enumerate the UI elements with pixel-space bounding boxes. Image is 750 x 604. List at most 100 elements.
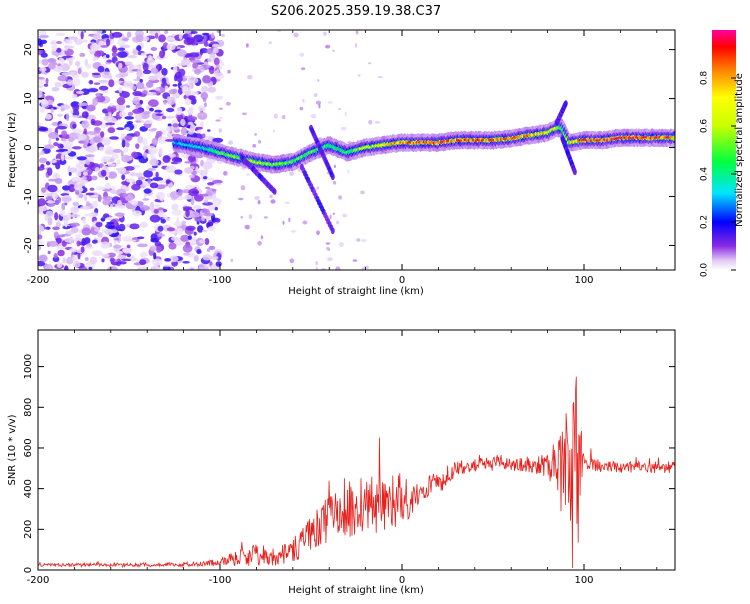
spectrogram-noise-blob xyxy=(200,91,209,100)
spectrogram-noise-blob xyxy=(197,225,204,233)
spectrogram-noise-blob xyxy=(84,257,89,261)
spectrogram-noise-blob xyxy=(189,165,195,170)
spectrogram-noise-blob xyxy=(76,90,85,95)
spectrogram-noise-blob xyxy=(180,118,186,127)
spectrogram-noise-blob xyxy=(240,185,246,191)
spectrogram-noise-blob xyxy=(157,225,164,232)
spectrogram-noise-blob xyxy=(190,211,200,219)
spectrogram-noise-blob xyxy=(125,142,130,148)
spectrogram-noise-blob xyxy=(78,140,85,144)
spectrogram-noise-blob xyxy=(240,216,244,219)
spectrogram-noise-blob xyxy=(67,212,72,221)
spectrogram-noise-blob xyxy=(137,236,145,240)
spectrogram-noise-blob xyxy=(114,237,120,241)
spectrogram-noise-blob xyxy=(89,256,98,265)
spectrogram-noise-blob xyxy=(218,128,222,133)
spectrogram-noise-blob xyxy=(188,95,196,100)
y-tick-label: 400 xyxy=(23,479,34,498)
spectrogram-noise-blob xyxy=(76,156,87,161)
spectrogram-noise-blob xyxy=(352,259,358,262)
spectrogram-noise-blob xyxy=(338,195,342,200)
spectrogram-noise-blob xyxy=(299,52,305,57)
spectrogram-noise-blob xyxy=(89,187,95,191)
spectrogram-noise-blob xyxy=(96,50,105,56)
spectrogram-noise-blob xyxy=(113,244,122,249)
y-tick-label: 200 xyxy=(23,520,34,539)
spectrogram-noise-blob xyxy=(214,221,218,225)
spectrogram-noise-blob xyxy=(97,232,103,238)
spectrogram-noise-blob xyxy=(38,84,44,89)
spectrogram-noise-blob xyxy=(143,170,154,178)
spectrogram-noise-blob xyxy=(41,58,49,66)
spectrogram-noise-blob xyxy=(166,43,176,51)
spectrogram-noise-blob xyxy=(142,69,152,75)
spectrogram-noise-blob xyxy=(38,34,49,39)
spectrogram-noise-blob xyxy=(100,217,106,222)
spectrogram-noise-blob xyxy=(208,245,216,250)
spectrogram-noise-blob xyxy=(153,252,157,260)
spectrogram-noise-blob xyxy=(171,209,182,216)
spectrogram-noise-blob xyxy=(81,71,89,78)
spectrogram-noise-blob xyxy=(59,209,66,217)
spectrogram-noise-blob xyxy=(182,206,193,210)
spectrogram-noise-blob xyxy=(151,258,163,266)
spectrogram-noise-blob xyxy=(83,128,87,136)
spectrogram-noise-blob xyxy=(73,184,83,191)
spectrogram-noise-blob xyxy=(187,33,193,38)
spectrogram-noise-blob xyxy=(157,207,164,211)
spectrogram-noise-blob xyxy=(194,217,202,222)
spectrogram-noise-blob xyxy=(300,67,306,71)
spectrogram-noise-blob xyxy=(38,77,46,80)
spectrogram-noise-blob xyxy=(45,196,54,201)
spectrogram-noise-blob xyxy=(166,227,176,232)
spectrogram-noise-blob xyxy=(39,67,47,72)
spectrogram-noise-blob xyxy=(73,260,81,268)
spectrogram-noise-blob xyxy=(146,81,154,88)
spectrogram-noise-blob xyxy=(161,68,168,76)
spectrogram-noise-blob xyxy=(100,45,109,48)
spectrogram-noise-blob xyxy=(47,203,56,207)
spectrogram-noise-blob xyxy=(54,178,63,184)
spectrogram-noise-blob xyxy=(54,199,60,205)
spectrogram-noise-blob xyxy=(93,227,101,232)
spectrogram-noise-blob xyxy=(38,254,48,263)
spectrogram-noise-blob xyxy=(263,216,268,219)
spectrogram-noise-blob xyxy=(163,264,172,267)
spectrogram-noise-blob xyxy=(85,192,95,196)
spectrogram-noise-blob xyxy=(98,79,108,83)
spectrogram-noise-blob xyxy=(64,265,69,270)
y-tick-label: 800 xyxy=(23,398,34,417)
spectrogram-noise-blob xyxy=(55,137,60,141)
spectrogram-noise-blob xyxy=(193,231,197,236)
spectrogram-noise-blob xyxy=(47,58,57,64)
spectrogram-noise-blob xyxy=(201,208,208,214)
spectrogram-noise-blob xyxy=(177,87,183,95)
spectrogram-noise-blob xyxy=(332,212,335,216)
spectrogram-noise-blob xyxy=(260,235,263,240)
snr-y-ticks: 0 200 400 600 800 1000 xyxy=(23,354,675,573)
spectrogram-noise-blob xyxy=(164,30,169,34)
spectrogram-noise-blob xyxy=(64,219,68,228)
spectrogram-noise-blob xyxy=(198,263,206,270)
spectrogram-noise-blob xyxy=(136,81,145,90)
spectrogram-noise-blob xyxy=(203,41,209,47)
spectrogram-noise-blob xyxy=(105,122,116,126)
spectrogram-noise-blob xyxy=(136,266,148,270)
spectrogram-noise-blob xyxy=(38,157,48,164)
spectrogram-noise-blob xyxy=(201,229,208,233)
spectrogram-noise-blob xyxy=(44,144,55,149)
spectrogram-noise-blob xyxy=(215,119,221,122)
spectrogram-noise-blob xyxy=(107,252,116,258)
spectrogram-noise-blob xyxy=(38,166,45,171)
spectrogram-noise-blob xyxy=(242,112,247,116)
spectrogram-noise-blob xyxy=(247,74,253,80)
spectrogram-noise-blob xyxy=(284,201,291,204)
spectrogram-streak-cell xyxy=(330,173,335,181)
spectrogram-noise-blob xyxy=(168,89,177,95)
spectrogram-noise-blob xyxy=(157,180,167,184)
spectrogram-noise-blob xyxy=(81,176,87,181)
y-tick-label: 1000 xyxy=(23,354,34,379)
spectrogram-noise-blob xyxy=(122,246,133,254)
spectrogram-noise-blob xyxy=(150,233,158,241)
spectrogram-noise-blob xyxy=(95,221,103,228)
